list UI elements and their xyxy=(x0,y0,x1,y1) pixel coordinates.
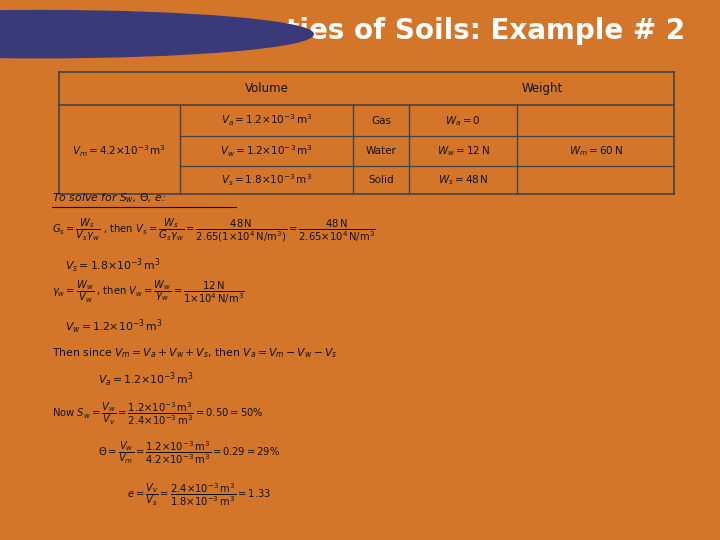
Text: $V_w = 1.2{\times}10^{-3}\,\mathrm{m}^3$: $V_w = 1.2{\times}10^{-3}\,\mathrm{m}^3$ xyxy=(65,318,163,336)
Text: To solve for $S_w$, $\Theta$, $e$:: To solve for $S_w$, $\Theta$, $e$: xyxy=(52,192,166,206)
Text: $\Theta = \dfrac{V_w}{V_m} = \dfrac{1.2{\times}10^{-3}\,\mathrm{m}^3}{4.2{\times: $\Theta = \dfrac{V_w}{V_m} = \dfrac{1.2{… xyxy=(98,439,280,466)
Text: $W_m = 60\,\mathrm{N}$: $W_m = 60\,\mathrm{N}$ xyxy=(569,144,623,158)
Text: Water: Water xyxy=(366,146,397,156)
Text: Then since $V_m = V_a + V_w + V_s$, then $V_a = V_m - V_w - V_s$: Then since $V_m = V_a + V_w + V_s$, then… xyxy=(52,346,338,360)
Text: $e = \dfrac{V_v}{V_s} = \dfrac{2.4{\times}10^{-3}\,\mathrm{m}^3}{1.8{\times}10^{: $e = \dfrac{V_v}{V_s} = \dfrac{2.4{\time… xyxy=(127,481,271,508)
Text: Now $S_w = \dfrac{V_w}{V_v} = \dfrac{1.2{\times}10^{-3}\,\mathrm{m}^3}{2.4{\time: Now $S_w = \dfrac{V_w}{V_v} = \dfrac{1.2… xyxy=(52,400,264,427)
Text: $V_a = 1.2{\times}10^{-3}\,\mathrm{m}^3$: $V_a = 1.2{\times}10^{-3}\,\mathrm{m}^3$ xyxy=(221,113,312,129)
Text: Weight: Weight xyxy=(521,82,562,95)
Text: Solid: Solid xyxy=(369,175,394,185)
Text: Gas: Gas xyxy=(372,116,391,126)
Text: $V_a = 1.2{\times}10^{-3}\,\mathrm{m}^3$: $V_a = 1.2{\times}10^{-3}\,\mathrm{m}^3$ xyxy=(98,370,194,389)
Circle shape xyxy=(0,11,313,58)
Text: $G_s = \dfrac{W_s}{V_s\gamma_w}$ , then $V_s = \dfrac{W_s}{G_s\gamma_w} = \dfrac: $G_s = \dfrac{W_s}{V_s\gamma_w}$ , then … xyxy=(52,217,376,244)
Text: $\gamma_w = \dfrac{W_w}{V_w}$ , then $V_w = \dfrac{W_w}{\gamma_w} = \dfrac{12\,\: $\gamma_w = \dfrac{W_w}{V_w}$ , then $V_… xyxy=(52,279,245,306)
Text: $V_m = 4.2{\times}10^{-3}\,\mathrm{m}^3$: $V_m = 4.2{\times}10^{-3}\,\mathrm{m}^3$ xyxy=(72,144,166,159)
Text: $V_s = 1.8{\times}10^{-3}\,\mathrm{m}^3$: $V_s = 1.8{\times}10^{-3}\,\mathrm{m}^3$ xyxy=(221,172,312,188)
Text: $W_a = 0$: $W_a = 0$ xyxy=(446,114,481,127)
Text: $W_s = 48\,\mathrm{N}$: $W_s = 48\,\mathrm{N}$ xyxy=(438,173,489,187)
Text: Volume: Volume xyxy=(245,82,289,95)
Text: $W_w = 12\,\mathrm{N}$: $W_w = 12\,\mathrm{N}$ xyxy=(437,144,490,158)
Text: Engr. Properties of Soils: Example # 2: Engr. Properties of Soils: Example # 2 xyxy=(92,17,685,45)
Text: $V_w = 1.2{\times}10^{-3}\,\mathrm{m}^3$: $V_w = 1.2{\times}10^{-3}\,\mathrm{m}^3$ xyxy=(220,144,313,159)
Text: $V_s = 1.8{\times}10^{-3}\,\mathrm{m}^3$: $V_s = 1.8{\times}10^{-3}\,\mathrm{m}^3$ xyxy=(65,257,161,275)
